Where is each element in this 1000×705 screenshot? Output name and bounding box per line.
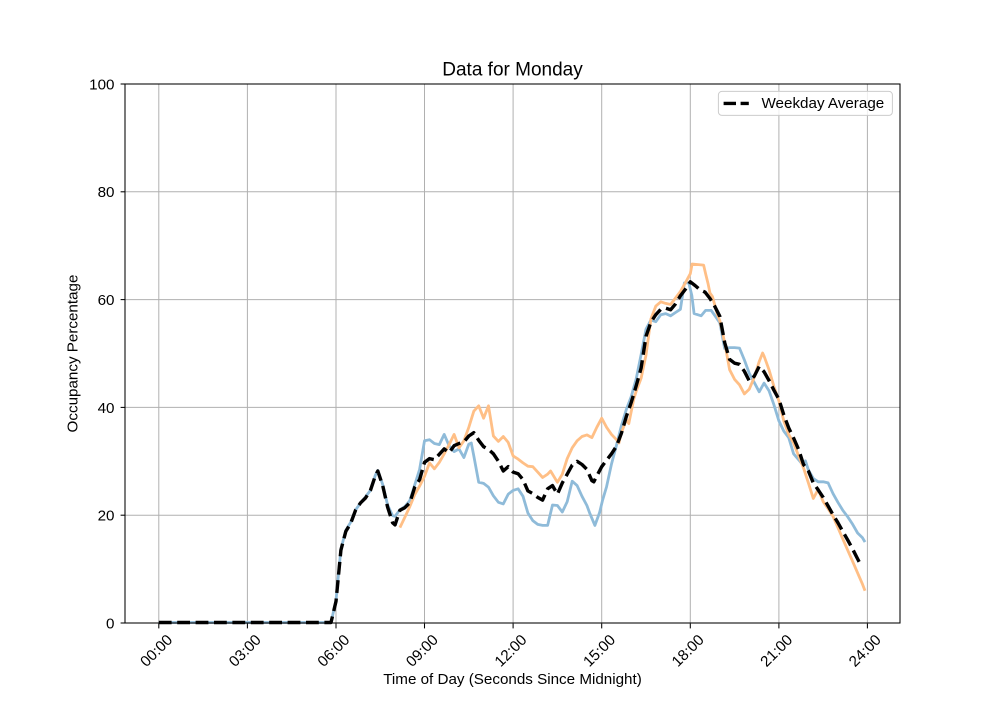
svg-text:0: 0 (106, 615, 114, 632)
svg-text:80: 80 (98, 184, 115, 201)
svg-text:40: 40 (98, 400, 115, 417)
svg-text:Occupancy Percentage: Occupancy Percentage (65, 275, 82, 433)
svg-text:60: 60 (98, 292, 115, 309)
svg-text:Weekday Average: Weekday Average (762, 95, 885, 112)
svg-text:20: 20 (98, 508, 115, 525)
svg-text:Time of Day (Seconds Since Mid: Time of Day (Seconds Since Midnight) (383, 671, 642, 688)
svg-text:Data for Monday: Data for Monday (442, 59, 583, 80)
svg-text:100: 100 (89, 76, 114, 93)
